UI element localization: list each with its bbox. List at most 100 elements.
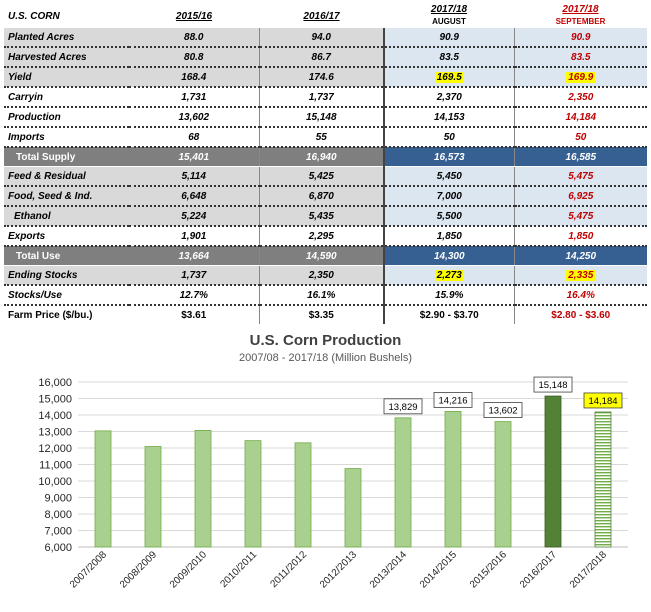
cell-v4: 6,925 [513, 186, 647, 207]
corn-balance-table: U.S. CORN 2015/16 2016/17 2017/18 AUGUST … [4, 4, 647, 324]
y-tick-label: 9,000 [44, 493, 72, 505]
cell-v3: 7,000 [383, 186, 514, 207]
row-label: Production [4, 107, 129, 128]
y-tick-label: 8,000 [44, 509, 72, 521]
cell-v3: 83.5 [383, 47, 514, 68]
cell-v4: $2.80 - $3.60 [513, 305, 647, 324]
cell-v1: 13,664 [129, 246, 259, 266]
cell-v2: 2,350 [258, 265, 384, 286]
data-label: 15,148 [538, 380, 567, 391]
cell-v4: 5,475 [513, 166, 647, 187]
table-row: Stocks/Use 12.7% 16.1% 15.9% 16.4% [4, 285, 647, 306]
table-row: Production 13,602 15,148 14,153 14,184 [4, 107, 647, 128]
row-label: Food, Seed & Ind. [4, 186, 129, 207]
col-header-2015-16: 2015/16 [129, 4, 259, 28]
cell-v2: 14,590 [258, 246, 384, 266]
x-tick-label: 2014/2015 [418, 549, 460, 591]
table-row: Planted Acres 88.0 94.0 90.9 90.9 [4, 28, 647, 48]
data-label: 14,216 [438, 395, 467, 406]
chart-subtitle: 2007/08 - 2017/18 (Million Bushels) [238, 352, 413, 364]
bar-2017-2018 [594, 411, 612, 548]
cell-v2: 15,148 [258, 107, 384, 128]
cell-v2: 174.6 [258, 67, 384, 88]
cell-v1: 88.0 [129, 28, 259, 48]
data-label-box [483, 402, 523, 418]
cell-v2: 2,295 [258, 226, 384, 247]
table-row: Feed & Residual 5,114 5,425 5,450 5,475 [4, 166, 647, 187]
row-label: Carryin [4, 87, 129, 108]
cell-v3: 1,850 [383, 226, 514, 247]
row-label: Farm Price ($/bu.) [4, 305, 129, 324]
table-row: Yield 168.4 174.6 169.5 169.9 [4, 67, 647, 88]
table-row: Ending Stocks 1,737 2,350 2,273 2,335 [4, 265, 647, 286]
data-label-box [583, 392, 623, 409]
cell-v4: 2,335 [513, 265, 647, 286]
row-label: Yield [4, 67, 129, 88]
cell-v3: 5,450 [383, 166, 514, 187]
bar-2013-2014 [394, 417, 412, 548]
y-tick-label: 13,000 [38, 427, 72, 439]
table-row: Total Supply 15,401 16,940 16,573 16,585 [4, 147, 647, 167]
cell-v2: 55 [258, 127, 384, 148]
x-tick-label: 2008/2009 [118, 549, 160, 591]
bar-2012-2013 [344, 468, 362, 548]
row-label: Ending Stocks [4, 265, 129, 286]
table-row: Farm Price ($/bu.) $3.61 $3.35 $2.90 - $3.7… [4, 305, 647, 324]
bar-2011-2012 [294, 442, 312, 548]
y-tick-label: 7,000 [44, 526, 72, 538]
cell-v4: 14,184 [513, 107, 647, 128]
cell-v3: 14,300 [383, 246, 514, 266]
col-header-year: 2017/18 [430, 4, 468, 15]
row-label: Feed & Residual [4, 166, 129, 187]
cell-v2: 16.1% [258, 285, 384, 306]
row-label: Exports [4, 226, 129, 247]
bar-2014-2015 [444, 411, 462, 548]
cell-v4: 83.5 [513, 47, 647, 68]
data-label: 14,184 [588, 396, 617, 407]
highlighted-value: 169.9 [566, 71, 596, 83]
cell-v1: 12.7% [129, 285, 259, 306]
cell-v4: 1,850 [513, 226, 647, 247]
row-label: Total Supply [4, 147, 129, 167]
cell-v3: 14,153 [383, 107, 514, 128]
cell-v3: $2.90 - $3.70 [383, 305, 514, 324]
col-header-month: AUGUST [432, 17, 466, 26]
x-tick-label: 2012/2013 [318, 549, 360, 591]
y-tick-label: 6,000 [44, 542, 72, 554]
corn-production-chart: 6,000 7,000 8,000 9,000 10,000 11,000 12,000 13… [0, 322, 651, 612]
highlighted-value: 2,335 [566, 269, 596, 281]
col-header-month: SEPTEMBER [555, 17, 606, 26]
table-row: Exports 1,901 2,295 1,850 1,850 [4, 226, 647, 247]
bar-2015-2016 [494, 421, 512, 548]
cell-v3: 2,370 [383, 87, 514, 108]
cell-v4: 5,475 [513, 206, 647, 227]
cell-v1: $3.61 [129, 305, 259, 324]
bar-chart-svg: 6,000 7,000 8,000 9,000 10,000 11,000 12,000 13… [38, 376, 628, 591]
cell-v3: 5,500 [383, 206, 514, 227]
table-row: Total Use 13,664 14,590 14,300 14,250 [4, 246, 647, 266]
cell-v4: 14,250 [513, 246, 647, 266]
table-row: Food, Seed & Ind. 6,648 6,870 7,000 6,925 [4, 186, 647, 207]
y-tick-label: 15,000 [38, 394, 72, 406]
cell-v1: 15,401 [129, 147, 259, 167]
cell-v2: 5,425 [258, 166, 384, 187]
cell-v4: 169.9 [513, 67, 647, 88]
col-header-2017-18-august: 2017/18 AUGUST [384, 4, 514, 28]
col-header-2017-18-september: 2017/18 SEPTEMBER [514, 4, 647, 28]
cell-v1: 13,602 [129, 107, 259, 128]
bar-2007-2008 [94, 430, 112, 548]
cell-v1: 168.4 [129, 67, 259, 88]
cell-v1: 1,737 [129, 265, 259, 286]
table-row: Carryin 1,731 1,737 2,370 2,350 [4, 87, 647, 108]
y-tick-label: 14,000 [38, 410, 72, 422]
chart-title: U.S. Corn Production [249, 332, 402, 349]
bar-2009-2010 [194, 429, 212, 548]
data-label-box [383, 398, 423, 415]
cell-v3: 2,273 [383, 265, 514, 286]
row-label: Imports [4, 127, 129, 148]
cell-v4: 90.9 [513, 28, 647, 48]
wasde-table: U.S. CORN 2015/16 2016/17 2017/18 AUGUST … [4, 4, 647, 324]
data-label: 13,829 [388, 402, 417, 413]
row-label: Ethanol [4, 206, 129, 227]
table-row: Ethanol 5,224 5,435 5,500 5,475 [4, 206, 647, 227]
